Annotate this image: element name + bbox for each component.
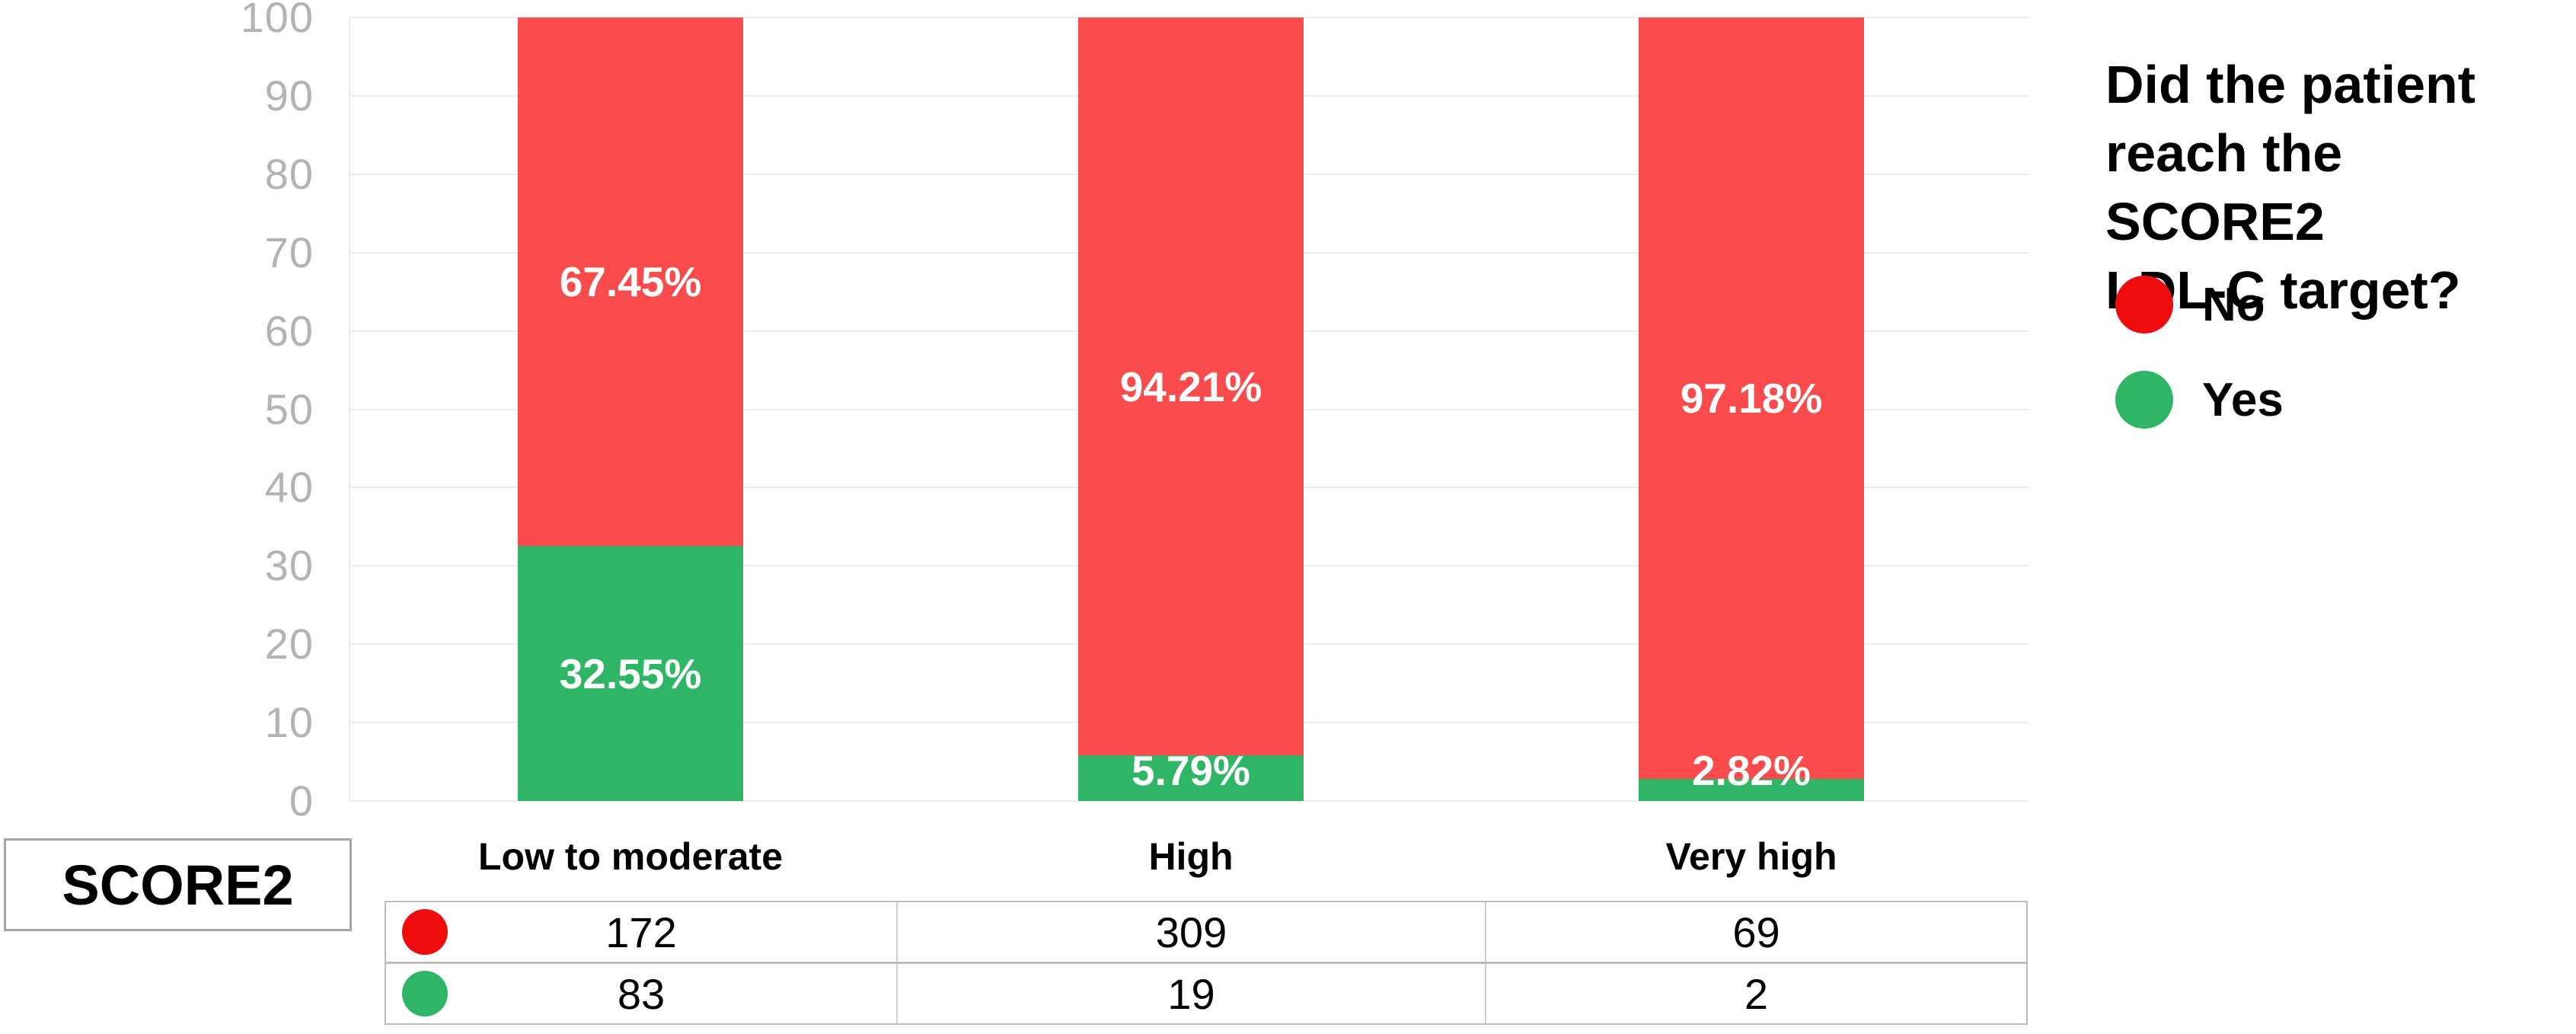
legend-title: Did the patient reach the SCORE2 LDL-C t… xyxy=(2105,55,2476,320)
yes-dot-icon xyxy=(402,971,448,1016)
bar-value-label: 32.55% xyxy=(559,649,702,697)
category-label-2: High xyxy=(1148,835,1234,878)
y-tick-80: 80 xyxy=(264,149,314,198)
segment-yes xyxy=(1639,778,1864,801)
segment-no xyxy=(518,18,743,547)
no-dot-icon xyxy=(402,909,448,955)
row-header-label: SCORE2 xyxy=(62,853,294,917)
y-tick-40: 40 xyxy=(264,463,314,512)
bar-value-label: 94.21% xyxy=(1119,362,1262,410)
count-cell: 309 xyxy=(898,902,1486,962)
table-row-yes: 83 19 2 xyxy=(386,964,2026,1023)
no-swatch-icon xyxy=(2115,276,2173,333)
counts-table: 172 309 69 83 19 2 xyxy=(385,901,2028,1025)
segment-no xyxy=(1078,18,1304,756)
segment-yes xyxy=(1078,755,1304,801)
count-cell: 2 xyxy=(1744,969,1769,1018)
category-label-1: Low to moderate xyxy=(477,835,784,878)
y-tick-0: 0 xyxy=(289,777,314,825)
bar-low-to-moderate: 67.45% 32.55% xyxy=(518,18,743,801)
legend-item-no: No xyxy=(2115,276,2265,333)
bar-value-label: 5.79% xyxy=(1132,747,1250,794)
y-tick-70: 70 xyxy=(264,228,314,276)
bar-value-label: 97.18% xyxy=(1680,374,1823,422)
y-tick-30: 30 xyxy=(264,541,314,590)
bar-value-label: 2.82% xyxy=(1692,747,1811,794)
legend-item-label: No xyxy=(2202,278,2265,331)
bar-value-label: 67.45% xyxy=(559,258,702,306)
legend-item-yes: Yes xyxy=(2115,371,2284,429)
y-tick-20: 20 xyxy=(264,620,314,669)
count-cell: 69 xyxy=(1732,908,1780,956)
y-tick-50: 50 xyxy=(264,385,314,433)
count-cell: 172 xyxy=(386,902,898,962)
count-cell: 83 xyxy=(386,964,898,1023)
y-tick-60: 60 xyxy=(264,306,314,355)
legend-item-label: Yes xyxy=(2202,373,2284,426)
row-header-box: SCORE2 xyxy=(4,838,352,931)
bar-very-high: 97.18% 2.82% xyxy=(1639,18,1864,801)
y-tick-10: 10 xyxy=(264,698,314,747)
table-row-no: 172 309 69 xyxy=(386,902,2026,964)
count-cell: 19 xyxy=(898,964,1486,1023)
bar-high: 94.21% 5.79% xyxy=(1078,18,1304,801)
segment-no xyxy=(1639,18,1864,779)
yes-swatch-icon xyxy=(2115,371,2173,429)
y-tick-90: 90 xyxy=(264,71,314,120)
segment-yes xyxy=(518,546,743,801)
y-tick-100: 100 xyxy=(240,0,314,41)
gridline-0 xyxy=(349,800,2029,802)
category-label-3: Very high xyxy=(1665,835,1837,878)
y-axis-line xyxy=(349,18,350,801)
